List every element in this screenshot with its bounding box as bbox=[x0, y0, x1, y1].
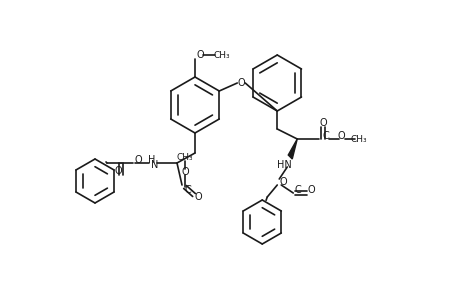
Text: O: O bbox=[194, 192, 202, 202]
Text: CH₃: CH₃ bbox=[350, 134, 367, 143]
Text: C: C bbox=[184, 185, 191, 195]
Text: N: N bbox=[151, 160, 158, 170]
Text: O: O bbox=[196, 50, 203, 60]
Text: CH₃: CH₃ bbox=[176, 152, 193, 161]
Text: O: O bbox=[134, 155, 141, 165]
Text: O: O bbox=[319, 118, 326, 128]
Text: O: O bbox=[337, 131, 344, 141]
Text: C: C bbox=[322, 131, 329, 141]
Text: O: O bbox=[279, 177, 286, 187]
Text: HN: HN bbox=[276, 160, 291, 170]
Text: O: O bbox=[307, 185, 314, 195]
Text: C: C bbox=[294, 185, 301, 195]
Text: O: O bbox=[237, 78, 245, 88]
Text: O: O bbox=[114, 166, 122, 176]
Text: CH₃: CH₃ bbox=[213, 50, 230, 59]
Text: O: O bbox=[181, 167, 188, 177]
Text: H: H bbox=[148, 155, 155, 165]
Polygon shape bbox=[288, 139, 297, 159]
